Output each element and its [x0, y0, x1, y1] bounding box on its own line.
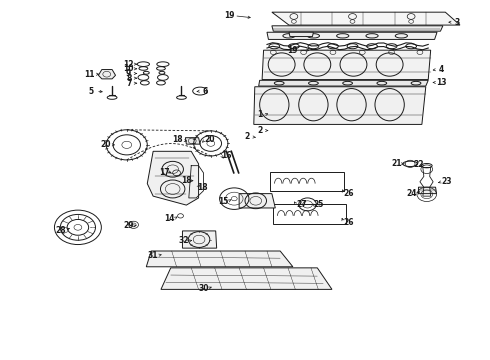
Text: 1: 1 — [257, 110, 262, 119]
Text: 27: 27 — [296, 200, 307, 209]
Text: 30: 30 — [198, 284, 209, 293]
Text: 2: 2 — [245, 132, 250, 141]
Polygon shape — [272, 12, 460, 25]
Text: 29: 29 — [123, 221, 134, 230]
Polygon shape — [182, 231, 217, 248]
Polygon shape — [289, 32, 314, 37]
Text: 22: 22 — [413, 160, 424, 169]
Text: 25: 25 — [313, 200, 323, 209]
Text: 26: 26 — [343, 189, 354, 198]
Polygon shape — [147, 151, 198, 205]
Text: 31: 31 — [148, 251, 158, 260]
Polygon shape — [272, 26, 443, 31]
Text: 24: 24 — [407, 189, 417, 198]
Polygon shape — [262, 50, 431, 80]
Text: 26: 26 — [343, 218, 354, 227]
Text: 3: 3 — [455, 18, 460, 27]
Text: 4: 4 — [439, 65, 444, 74]
Polygon shape — [147, 251, 293, 267]
Text: 8: 8 — [126, 74, 131, 83]
Polygon shape — [254, 87, 426, 125]
Text: 32: 32 — [179, 237, 189, 246]
Text: 18: 18 — [196, 183, 207, 192]
Text: 20: 20 — [100, 140, 111, 149]
Text: 21: 21 — [391, 159, 402, 168]
Text: 19: 19 — [224, 11, 235, 20]
Polygon shape — [418, 187, 437, 194]
Text: 20: 20 — [204, 135, 215, 144]
Text: 19: 19 — [288, 46, 298, 55]
Text: 23: 23 — [441, 177, 452, 186]
Text: 9: 9 — [126, 69, 131, 78]
Text: 5: 5 — [89, 86, 94, 95]
Bar — [270, 172, 343, 192]
Polygon shape — [161, 268, 332, 289]
Text: 14: 14 — [164, 214, 174, 223]
Text: 18: 18 — [172, 135, 183, 144]
Text: 28: 28 — [55, 226, 66, 235]
Text: 16: 16 — [221, 151, 232, 160]
Text: 10: 10 — [123, 64, 134, 73]
Polygon shape — [239, 194, 275, 208]
Text: 2: 2 — [257, 126, 262, 135]
Text: 18: 18 — [181, 176, 192, 185]
Polygon shape — [98, 69, 116, 79]
Polygon shape — [185, 138, 200, 144]
Text: 7: 7 — [126, 79, 131, 88]
Text: 13: 13 — [436, 78, 447, 87]
Polygon shape — [267, 32, 437, 40]
Text: 6: 6 — [202, 86, 208, 95]
Text: 12: 12 — [123, 60, 134, 69]
Polygon shape — [259, 80, 428, 86]
Text: 11: 11 — [84, 70, 95, 79]
Text: 15: 15 — [218, 197, 228, 206]
Bar — [273, 204, 345, 224]
Text: 17: 17 — [159, 168, 170, 177]
